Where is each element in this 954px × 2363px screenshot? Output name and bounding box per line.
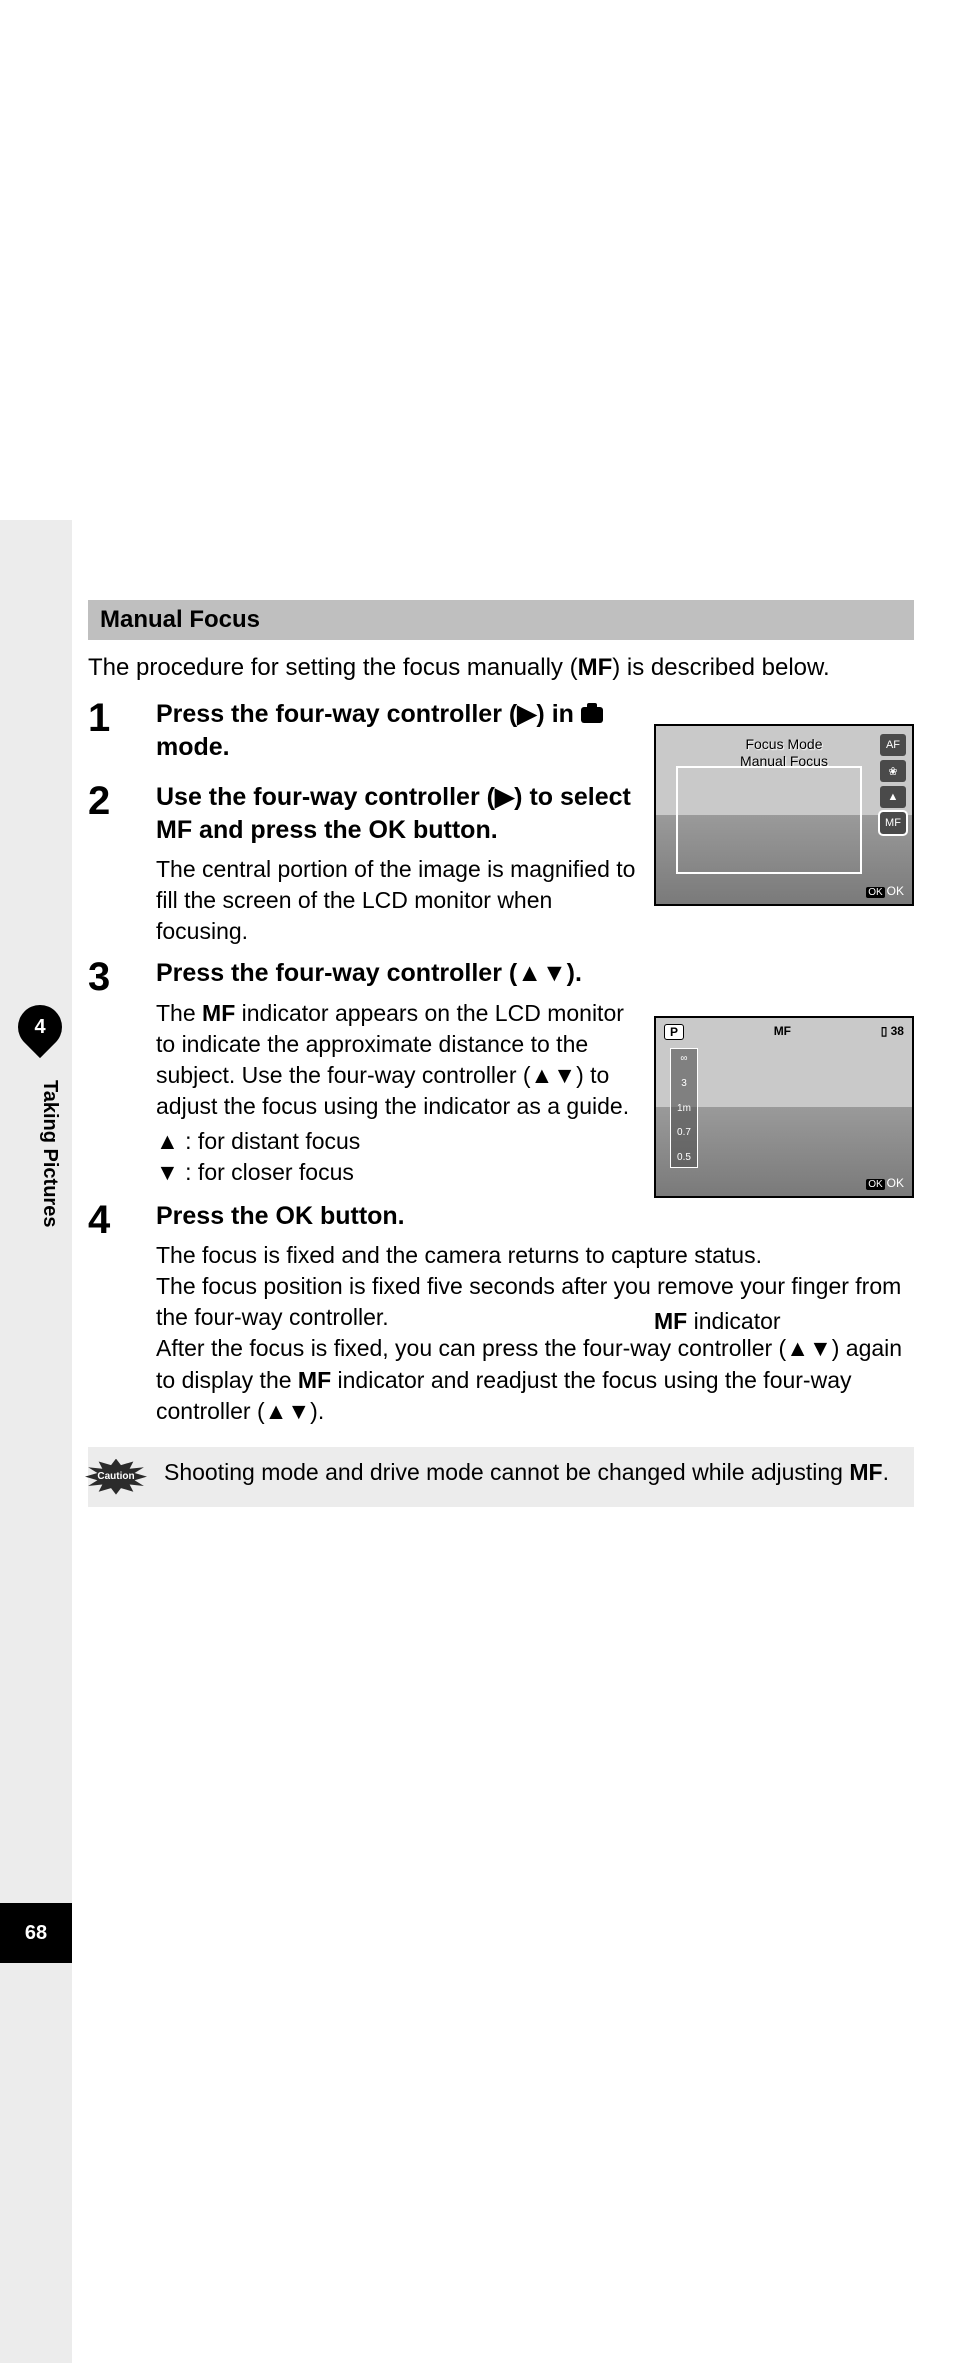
step-3-desc-pre: The <box>156 1000 202 1026</box>
step-1-title-post: mode. <box>156 733 230 761</box>
chapter-number: 4 <box>34 1016 45 1039</box>
chapter-title: Taking Pictures <box>38 1080 61 1227</box>
intro-mf: MF <box>578 654 613 681</box>
step-3-number: 3 <box>88 957 132 1190</box>
caution-mf: MF <box>849 1459 882 1485</box>
intro-pre: The procedure for setting the focus manu… <box>88 654 578 681</box>
camera-icon <box>581 707 603 723</box>
step-3-mf: MF <box>202 1000 235 1026</box>
caution-pre: Shooting mode and drive mode cannot be c… <box>164 1459 849 1485</box>
caution-box: Caution Shooting mode and drive mode can… <box>88 1447 914 1507</box>
step-4: 4 Press the OK button. The focus is fixe… <box>88 1200 914 1427</box>
section-intro: The procedure for setting the focus manu… <box>88 654 914 682</box>
step-4-mf: MF <box>298 1367 331 1393</box>
caution-text: Shooting mode and drive mode cannot be c… <box>164 1457 889 1488</box>
page-number: 68 <box>0 1903 72 1963</box>
step-1: 1 Press the four-way controller (▶) in m… <box>88 698 914 771</box>
chapter-number-badge: 4 <box>9 996 71 1058</box>
step-1-number: 1 <box>88 698 132 771</box>
step-3-desc: The MF indicator appears on the LCD moni… <box>156 998 636 1122</box>
step-4-title: Press the OK button. <box>156 1200 914 1233</box>
intro-post: ) is described below. <box>612 654 829 681</box>
step-2: 2 Use the four-way controller (▶) to sel… <box>88 781 914 947</box>
step-1-title-pre: Press the four-way controller (▶) in <box>156 700 581 728</box>
step-3: 3 Press the four-way controller (▲▼). Th… <box>88 957 914 1190</box>
page-content: Manual Focus The procedure for setting t… <box>88 600 914 1507</box>
focus-direction-list: ▲ : for distant focus ▼ : for closer foc… <box>156 1128 636 1186</box>
caution-post: . <box>883 1459 889 1485</box>
step-4-desc1: The focus is fixed and the camera return… <box>156 1242 762 1268</box>
caution-icon: Caution <box>85 1459 147 1495</box>
step-3-title: Press the four-way controller (▲▼). <box>156 957 636 990</box>
focus-up: ▲ : for distant focus <box>156 1128 636 1155</box>
caution-badge: Caution <box>82 1457 150 1497</box>
step-2-number: 2 <box>88 781 132 947</box>
focus-down: ▼ : for closer focus <box>156 1159 636 1186</box>
step-4-number: 4 <box>88 1200 132 1427</box>
step-4-desc: The focus is fixed and the camera return… <box>156 1240 914 1426</box>
step-2-title: Use the four-way controller (▶) to selec… <box>156 781 636 846</box>
step-1-title: Press the four-way controller (▶) in mod… <box>156 698 636 763</box>
step-4-desc2: The focus position is fixed five seconds… <box>156 1273 901 1330</box>
section-title: Manual Focus <box>88 600 914 640</box>
step-2-desc: The central portion of the image is magn… <box>156 854 636 947</box>
sidebar-tab: 4 Taking Pictures 68 <box>0 520 72 2363</box>
